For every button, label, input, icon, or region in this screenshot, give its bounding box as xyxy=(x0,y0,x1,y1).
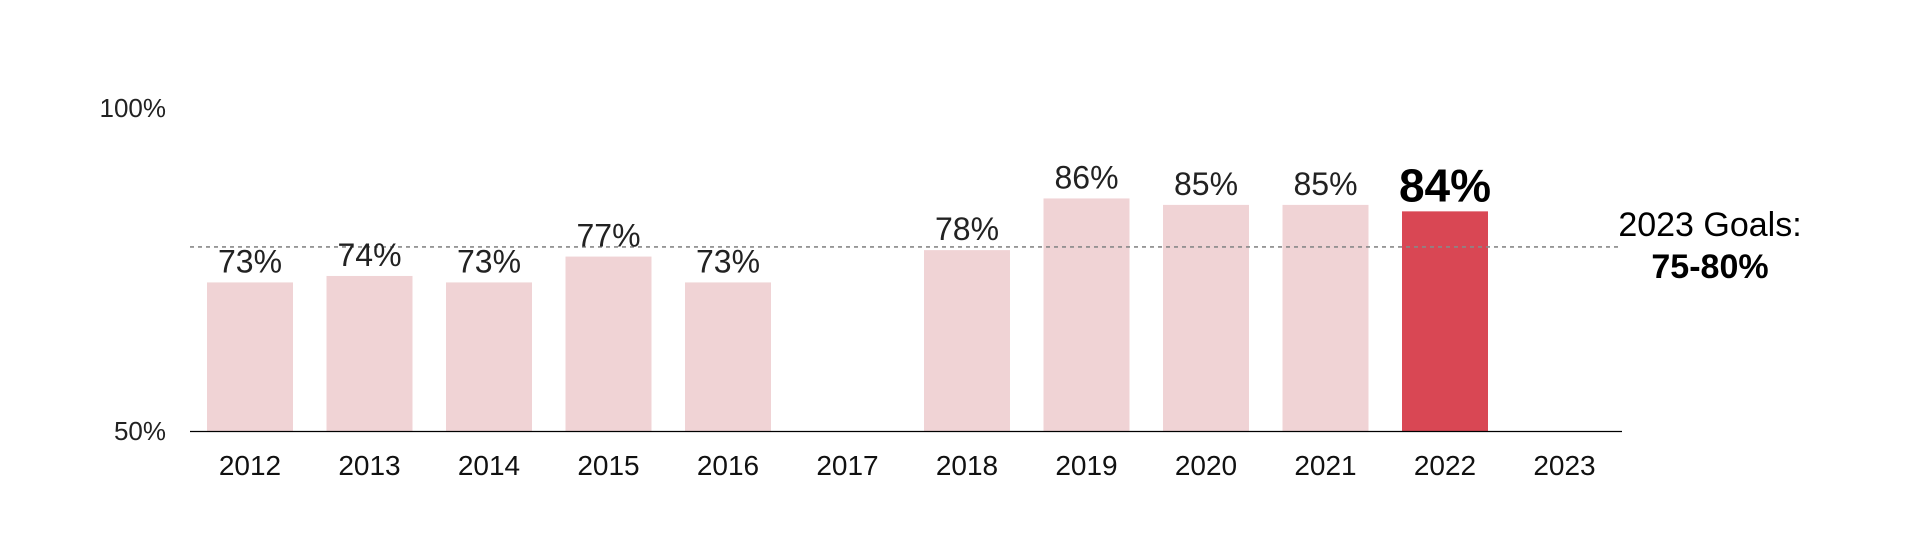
value-label-2014: 73% xyxy=(457,243,521,279)
bar-2014 xyxy=(446,282,532,431)
x-tick-label: 2015 xyxy=(577,450,639,481)
bar-2020 xyxy=(1163,204,1249,431)
bar-2012 xyxy=(207,282,293,431)
x-axis-tick-labels: 2012 2013 2014 2015 2016 2017 2018 2019 2020 2021… xyxy=(219,450,1596,481)
value-label-2016: 73% xyxy=(696,243,760,279)
goal-annotation-value: 75-80% xyxy=(1651,248,1769,286)
value-label-2022: 84% xyxy=(1399,159,1491,211)
value-label-2015: 77% xyxy=(576,218,640,254)
bar-2019 xyxy=(1043,198,1130,431)
bar-2016 xyxy=(685,282,771,431)
y-axis-ticks: 100% 50% xyxy=(100,93,167,446)
y-tick-label: 50% xyxy=(114,416,166,446)
x-tick-label: 2016 xyxy=(697,450,759,481)
value-label-2020: 85% xyxy=(1174,166,1238,202)
bar-2022 xyxy=(1402,211,1488,431)
value-label-2012: 73% xyxy=(218,243,282,279)
value-labels: 73% 74% 73% 77% 73% 78% 86% 85% 85% 84% xyxy=(218,159,1491,279)
x-tick-label: 2021 xyxy=(1294,450,1356,481)
bar-2021 xyxy=(1282,204,1369,431)
x-tick-label: 2019 xyxy=(1055,450,1117,481)
goal-annotation: 2023 Goals: 75-80% xyxy=(1590,204,1830,288)
bar-2015 xyxy=(565,256,652,431)
bars xyxy=(207,198,1488,431)
value-label-2013: 74% xyxy=(337,237,401,273)
goal-annotation-label: 2023 Goals: xyxy=(1618,206,1802,244)
x-tick-label: 2018 xyxy=(936,450,998,481)
x-tick-label: 2014 xyxy=(458,450,520,481)
x-tick-label: 2012 xyxy=(219,450,281,481)
x-tick-label: 2023 xyxy=(1533,450,1595,481)
value-label-2021: 85% xyxy=(1293,166,1357,202)
x-tick-label: 2020 xyxy=(1175,450,1237,481)
x-tick-label: 2013 xyxy=(338,450,400,481)
value-label-2019: 86% xyxy=(1054,159,1118,195)
value-label-2018: 78% xyxy=(935,211,999,247)
bar-2018 xyxy=(924,250,1010,431)
x-tick-label: 2017 xyxy=(816,450,878,481)
x-tick-label: 2022 xyxy=(1414,450,1476,481)
y-tick-label: 100% xyxy=(100,93,167,123)
bar-2013 xyxy=(326,275,413,431)
